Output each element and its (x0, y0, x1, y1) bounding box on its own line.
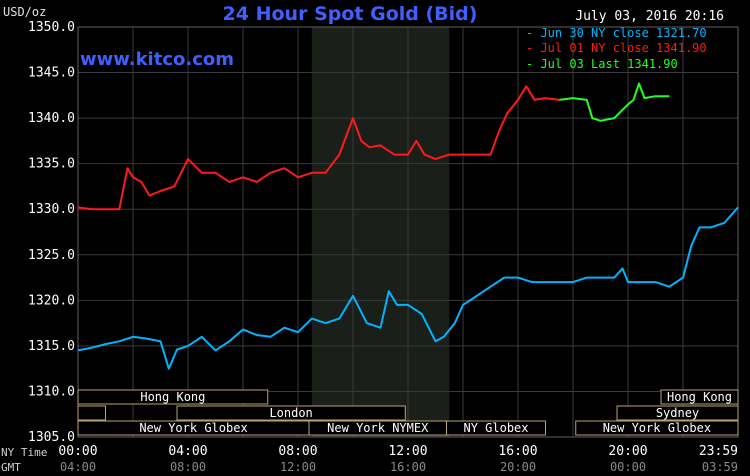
session-box (446, 420, 546, 436)
x-tick-label-gmt: 00:00 (610, 460, 646, 474)
y-tick-label: 1330.0 (28, 202, 75, 217)
x-axis-ny-label: NY Time (1, 446, 47, 459)
x-tick-label-gmt: 03:59 (702, 460, 738, 474)
y-tick-label: 1315.0 (28, 339, 75, 354)
x-tick-label-gmt: 12:00 (280, 460, 316, 474)
y-tick-label: 1340.0 (28, 111, 75, 126)
session-label: London (269, 406, 312, 420)
session-label: NY Globex (463, 421, 528, 435)
session-box (660, 389, 739, 405)
x-tick-label-ny: 04:00 (168, 444, 207, 459)
session-label: New York Globex (139, 421, 247, 435)
series-line-jul-01 (77, 85, 560, 211)
legend-entry-jun30: - Jun 30 NY close 1321.70 (526, 26, 707, 40)
series-line-jul-03 (559, 82, 670, 122)
y-tick-label: 1320.0 (28, 293, 75, 308)
session-box (77, 405, 106, 421)
x-tick-label-ny: 20:00 (608, 444, 647, 459)
session-box (616, 405, 739, 421)
session-label: Hong Kong (667, 390, 732, 404)
nymex-session-band (311, 27, 450, 437)
session-label: New York Globex (603, 421, 711, 435)
x-tick-label-gmt: 16:00 (390, 460, 426, 474)
session-box (575, 420, 739, 436)
x-tick-label-ny: 12:00 (388, 444, 427, 459)
y-tick-label: 1350.0 (28, 20, 75, 35)
session-label: Sydney (656, 406, 699, 420)
session-label: Hong Kong (140, 390, 205, 404)
x-tick-label-gmt: 04:00 (60, 460, 96, 474)
watermark-text: www.kitco.com (80, 49, 234, 70)
x-tick-label-gmt: 08:00 (170, 460, 206, 474)
y-unit-label: USD/oz (3, 5, 46, 19)
series-line-jun-30 (77, 206, 739, 370)
x-tick-label-ny: 08:00 (278, 444, 317, 459)
session-box (176, 405, 406, 421)
x-tick-label-gmt: 20:00 (500, 460, 536, 474)
x-tick-label-ny: 00:00 (58, 444, 97, 459)
y-tick-label: 1335.0 (28, 157, 75, 172)
chart-title: 24 Hour Spot Gold (Bid) (223, 3, 478, 25)
session-label: New York NYMEX (327, 421, 429, 435)
legend-entry-jul03: - Jul 03 Last 1341.90 (526, 57, 678, 71)
x-axis-gmt-label: GMT (1, 461, 21, 474)
y-tick-label: 1345.0 (28, 66, 75, 81)
legend: - Jun 30 NY close 1321.70 - Jul 01 NY cl… (526, 26, 707, 71)
plot-frame (77, 26, 739, 438)
y-tick-label: 1305.0 (28, 430, 75, 445)
x-tick-label-ny: 23:59 (699, 444, 738, 459)
chart-timestamp: July 03, 2016 20:16 (575, 9, 724, 24)
x-tick-label-ny: 16:00 (498, 444, 537, 459)
y-tick-label: 1310.0 (28, 384, 75, 399)
y-tick-label: 1325.0 (28, 248, 75, 263)
session-box (77, 389, 269, 405)
legend-entry-jul01: - Jul 01 NY close 1341.90 (526, 41, 707, 55)
